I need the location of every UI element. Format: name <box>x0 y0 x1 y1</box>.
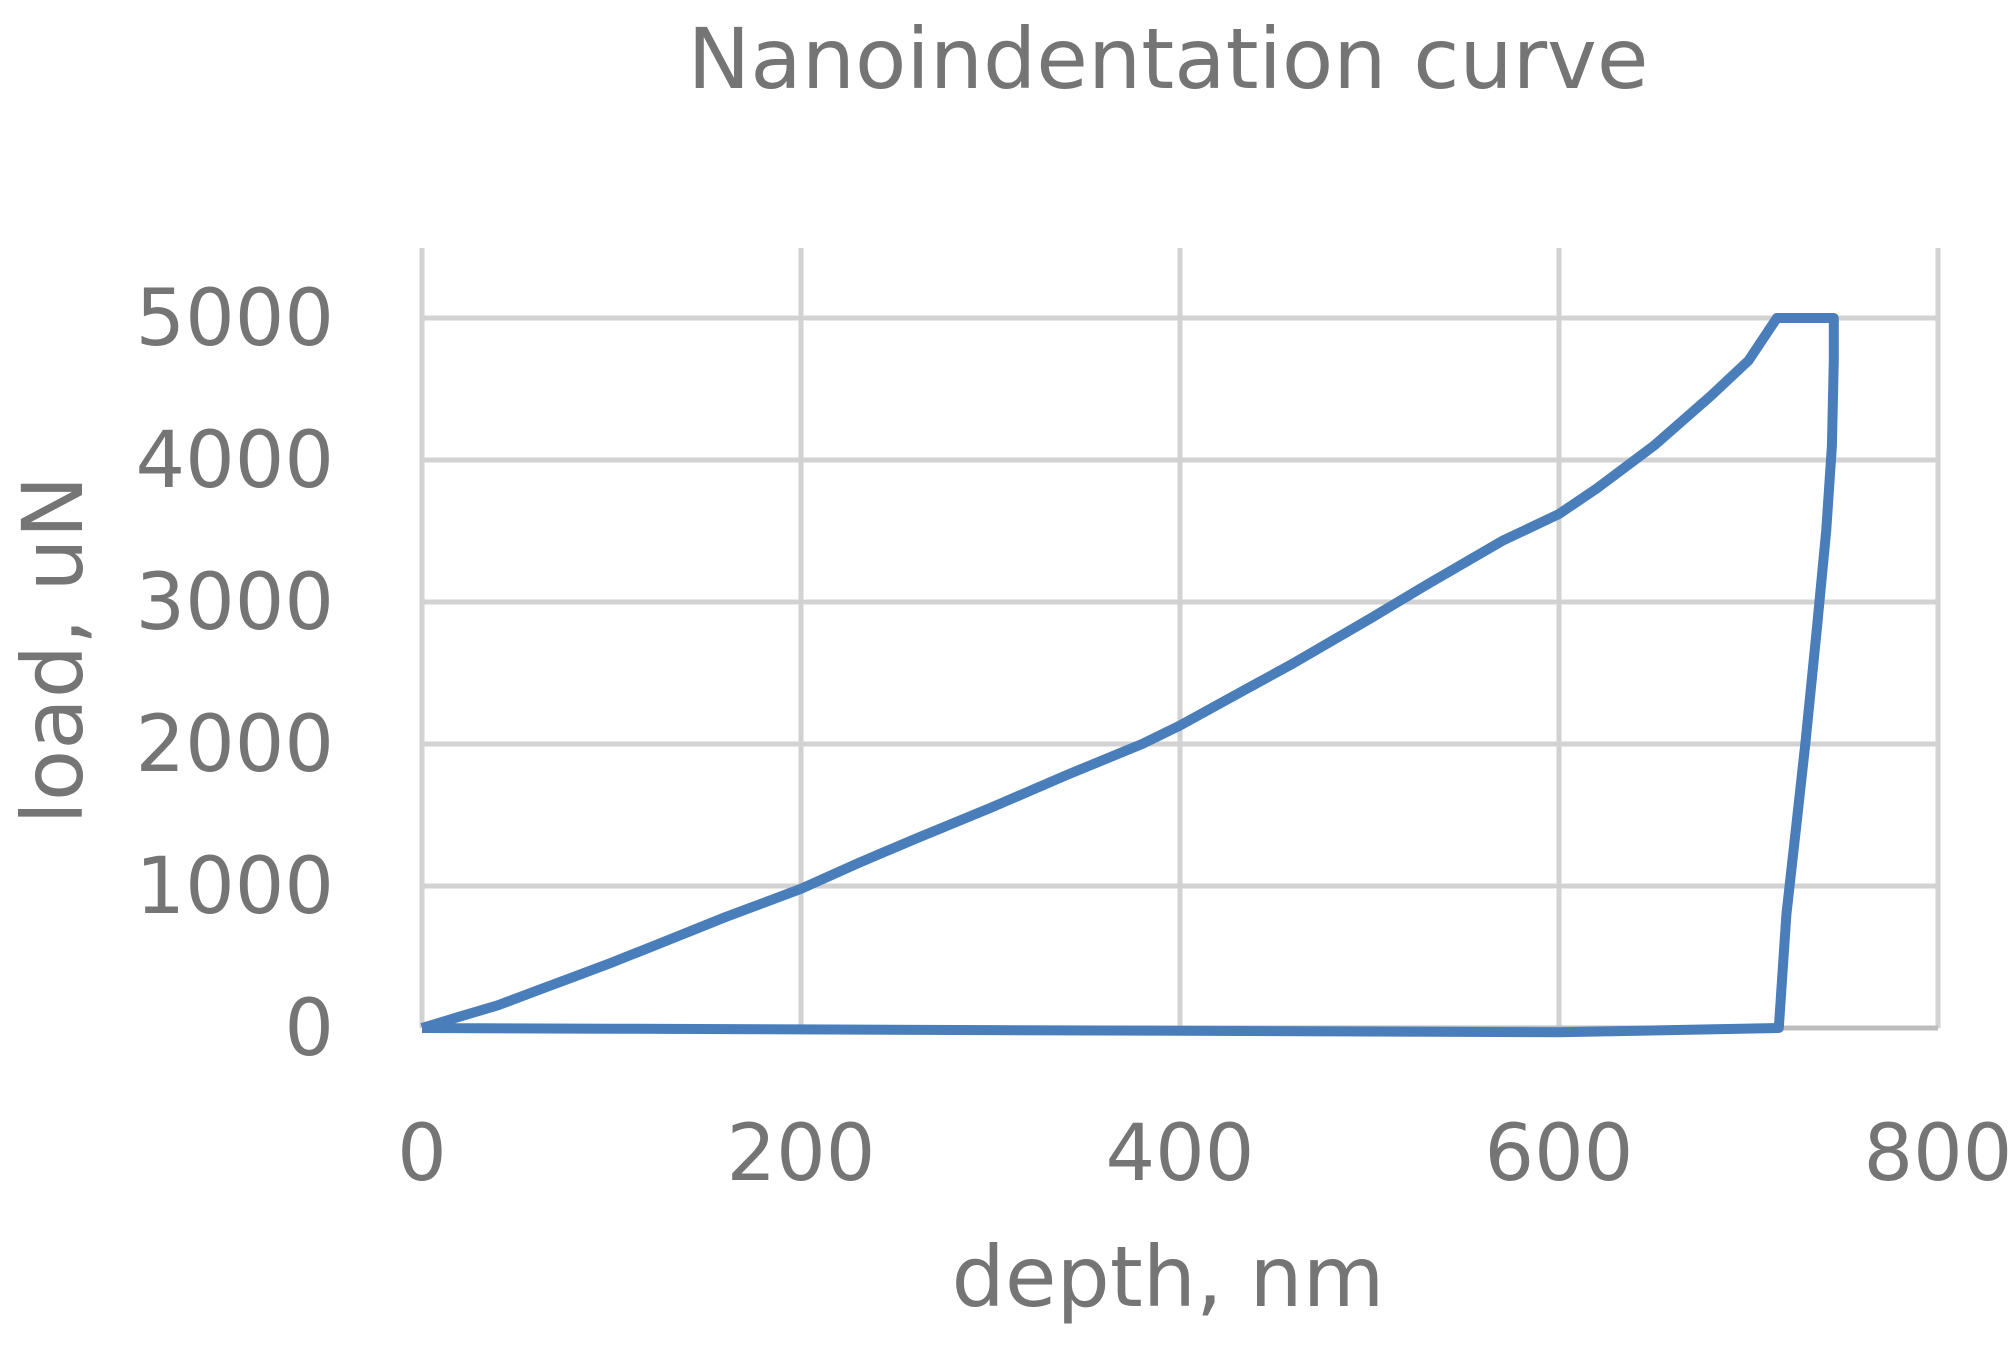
x-tick-label-0: 0 <box>397 1109 447 1199</box>
y-tick-label-3: 3000 <box>135 558 334 648</box>
x-tick-label-3: 600 <box>1485 1109 1634 1199</box>
y-tick-label-0: 0 <box>284 984 334 1074</box>
x-axis-label: depth, nm <box>952 1228 1385 1326</box>
y-tick-labels: 0 1000 2000 3000 4000 5000 <box>135 274 334 1074</box>
y-tick-label-4: 4000 <box>135 416 334 506</box>
x-tick-label-1: 200 <box>727 1109 876 1199</box>
series-line-0 <box>420 313 1839 1038</box>
series-group <box>420 313 1839 1038</box>
chart-title: Nanoindentation curve <box>687 10 1648 108</box>
y-tick-label-1: 1000 <box>135 842 334 932</box>
y-axis-label: load, uN <box>4 475 102 824</box>
x-tick-labels: 0 200 400 600 800 <box>397 1109 2008 1199</box>
y-tick-label-5: 5000 <box>135 274 334 364</box>
x-tick-label-2: 400 <box>1106 1109 1255 1199</box>
gridlines <box>419 248 1941 1028</box>
y-tick-label-2: 2000 <box>135 700 334 790</box>
x-tick-label-4: 800 <box>1864 1109 2008 1199</box>
